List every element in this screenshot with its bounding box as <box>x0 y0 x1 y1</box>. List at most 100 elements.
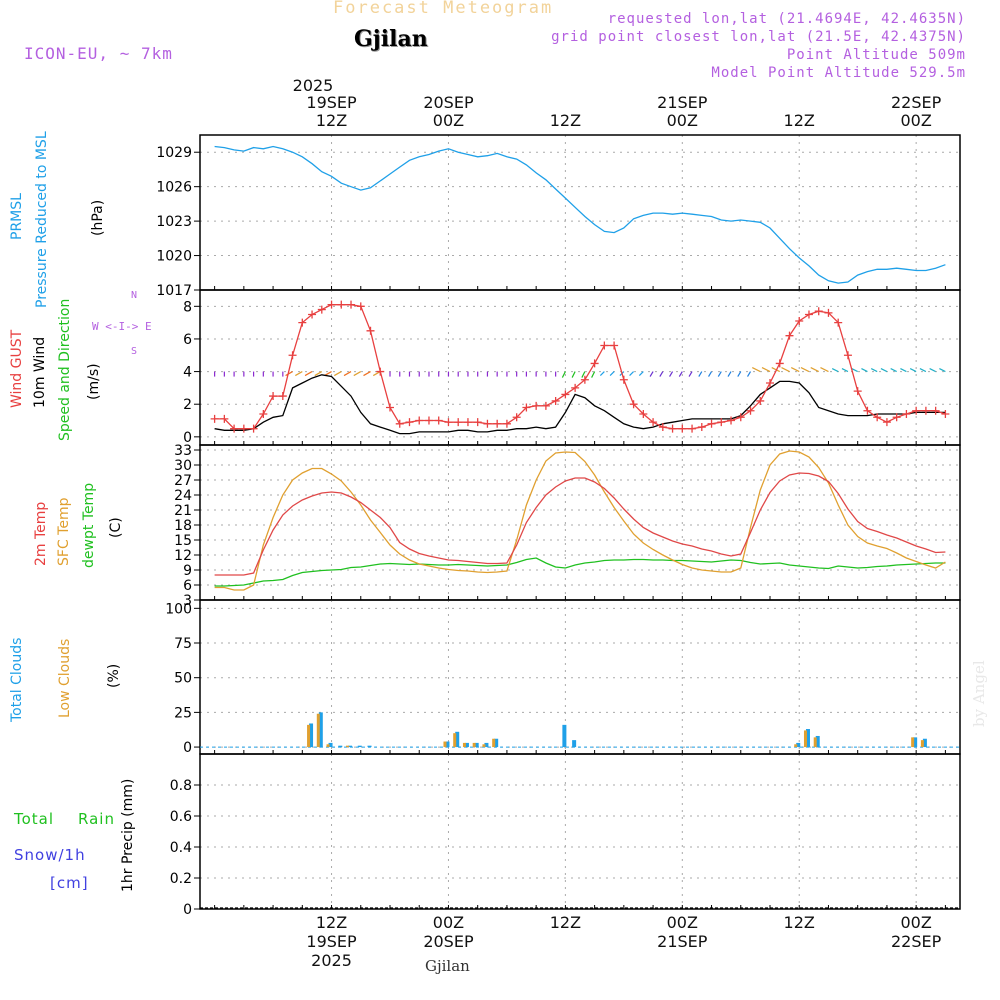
wind-direction-arrow <box>609 371 615 377</box>
y-tick-label: 15 <box>174 533 192 549</box>
wind-gust-marker <box>727 416 736 425</box>
precip-label-rain: Rain <box>78 810 115 828</box>
requested-coords: requested lon,lat (21.4694E, 42.4635N) <box>607 11 966 27</box>
wind-direction-arrow <box>831 368 839 373</box>
wind-gust-marker <box>541 401 550 410</box>
wind-direction-arrow <box>599 371 605 377</box>
wind-direction-arrow <box>929 368 936 373</box>
compass-ew: W <-I-> E <box>92 320 152 333</box>
low-cloud-bar <box>453 733 457 748</box>
low-cloud-bar <box>803 730 807 748</box>
wind-gust-marker <box>678 424 687 433</box>
compass-s: S <box>131 346 138 357</box>
total-cloud-bar <box>318 712 323 748</box>
wind-direction-arrow <box>581 371 586 378</box>
wind-direction-arrow <box>861 368 868 373</box>
total-cloud-bar <box>328 742 333 748</box>
y-tick-label: 2 <box>183 397 192 413</box>
low-cloud-bar <box>472 742 476 748</box>
wind-direction-arrow <box>688 371 693 377</box>
wind-gust-marker <box>434 416 443 425</box>
y-tick-label: 0 <box>183 430 192 446</box>
total-cloud-bar <box>474 742 479 748</box>
low-cloud-bar <box>462 742 466 748</box>
wind-gust-marker <box>658 423 667 432</box>
wind-gust-marker <box>337 300 346 309</box>
bottom-date-label: 21SEP <box>657 932 708 951</box>
total-cloud-bar <box>464 742 469 748</box>
total-cloud-bar <box>338 745 343 748</box>
top-date-label: 21SEP <box>657 93 708 112</box>
sfc-temp-line <box>214 450 946 591</box>
precip-label-cm: [cm] <box>50 874 89 892</box>
wind-gust-marker <box>941 410 950 418</box>
wind-gust-marker <box>863 406 872 415</box>
y-tick-label: 18 <box>174 518 192 534</box>
wind-gust-marker <box>639 410 648 418</box>
wind-gust-marker <box>220 414 229 423</box>
y-tick-label: 27 <box>174 473 192 489</box>
bottom-hour-label: 00Z <box>666 913 698 932</box>
wind-gust-marker <box>512 413 521 422</box>
y-tick-label: 50 <box>174 671 192 687</box>
bottom-year-label: 2025 <box>311 951 352 970</box>
wind-gust-marker <box>853 387 862 396</box>
location-name: Gjilan <box>354 26 428 52</box>
wind-gust-marker <box>493 419 502 428</box>
wind-direction-arrow <box>919 368 927 373</box>
wind-direction-arrow <box>727 371 732 377</box>
wind-gust-marker <box>590 359 599 368</box>
y-tick-label: 25 <box>174 705 192 721</box>
wind-gust-marker <box>649 418 658 427</box>
y-tick-label: 1023 <box>156 214 192 230</box>
y-tick-label: 0.8 <box>170 778 192 794</box>
wind-gust-marker <box>551 396 560 405</box>
wind-gust-marker <box>814 307 823 316</box>
total-cloud-bar <box>494 738 499 748</box>
wind-gust-marker <box>473 418 482 427</box>
wind-direction-arrow <box>790 367 800 373</box>
wind-direction-arrow <box>678 371 683 377</box>
y-tick-label: 6 <box>183 578 192 594</box>
wind-direction-arrow <box>851 368 858 373</box>
wind-direction-arrow <box>638 371 644 377</box>
2m-temp-line <box>214 472 946 576</box>
bottom-hour-label: 12Z <box>783 913 815 932</box>
wind-gust-marker <box>795 317 804 325</box>
y-tick-label: 0 <box>183 902 192 918</box>
wind-gust-marker <box>610 341 619 350</box>
wind-gust-marker <box>288 351 297 360</box>
wind-direction-arrow <box>890 368 897 373</box>
bottom-hour-label: 12Z <box>549 913 582 932</box>
wind-direction-arrow <box>820 367 829 373</box>
y-tick-label: 0.4 <box>170 840 192 856</box>
wind-gust-line <box>214 304 946 430</box>
wind-gust-marker <box>921 406 930 415</box>
top-date-label: 19SEP <box>306 93 357 112</box>
y-tick-label: 1020 <box>156 249 192 265</box>
wind-direction-arrow <box>285 371 293 377</box>
top-date-label: 20SEP <box>423 93 474 112</box>
wind-direction-arrow <box>698 371 703 377</box>
point-altitude: Point Altitude 509m <box>786 47 966 63</box>
wind-direction-arrow <box>717 371 722 377</box>
wind-gust-marker <box>804 310 813 319</box>
total-cloud-bar <box>562 724 567 748</box>
total-cloud-bar <box>815 735 820 748</box>
wind-gust-marker <box>308 310 317 319</box>
top-year-label: 2025 <box>292 76 334 95</box>
wind-direction-arrow <box>363 371 371 377</box>
wind-gust-marker <box>882 418 891 427</box>
wind-direction-arrow <box>781 367 790 373</box>
wind-direction-arrow <box>343 371 352 377</box>
wind-direction-arrow <box>669 371 674 377</box>
y-tick-label: 9 <box>183 563 192 579</box>
footer-location: Gjilan <box>425 957 470 975</box>
wind-gust-marker <box>843 351 852 360</box>
wind-gust-marker <box>298 318 307 327</box>
total-cloud-bar <box>348 745 353 748</box>
top-hour-label: 12Z <box>783 111 815 130</box>
wind-gust-marker <box>269 392 278 401</box>
wind-gust-marker <box>356 302 365 311</box>
